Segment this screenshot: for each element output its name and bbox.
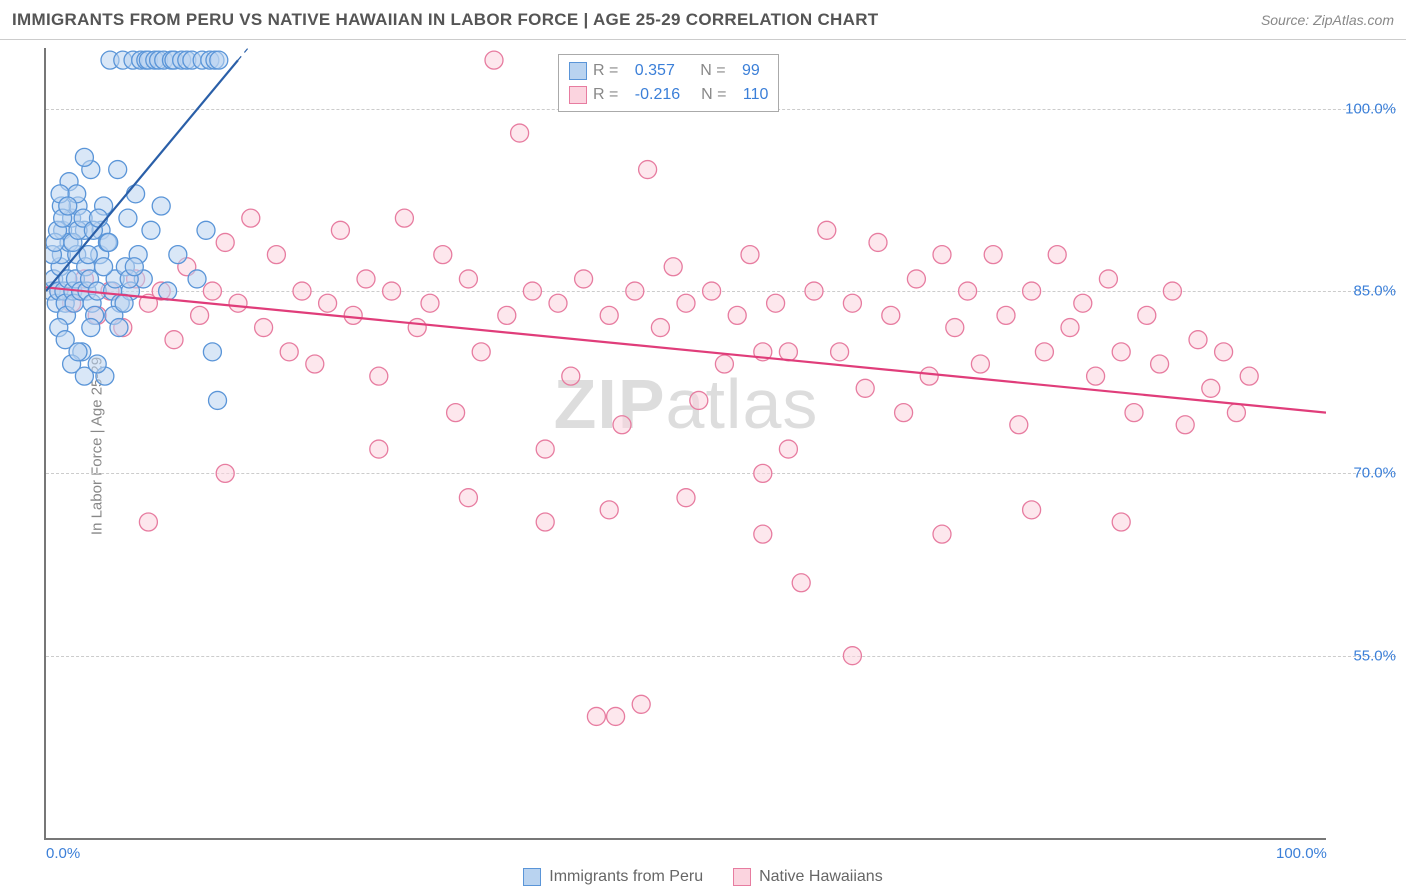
y-tick-label: 100.0% [1336,100,1396,117]
swatch-peru-icon [523,868,541,886]
source-attribution: Source: ZipAtlas.com [1261,12,1394,28]
plot-region: ZIPatlas R = 0.357 N = 99 R = -0.216 N =… [44,48,1326,840]
legend-row-hawaiian: R = -0.216 N = 110 [569,83,768,107]
legend-row-peru: R = 0.357 N = 99 [569,59,768,83]
legend-item-hawaiian: Native Hawaiians [733,868,883,886]
swatch-peru [569,62,587,80]
swatch-hawaiian-icon [733,868,751,886]
legend-item-peru: Immigrants from Peru [523,868,703,886]
scatter-svg [46,48,1326,838]
y-tick-label: 55.0% [1336,647,1396,664]
y-tick-label: 85.0% [1336,283,1396,300]
x-tick-label: 0.0% [46,845,80,862]
chart-title: IMMIGRANTS FROM PERU VS NATIVE HAWAIIAN … [12,10,878,30]
y-tick-label: 70.0% [1336,465,1396,482]
x-tick-label: 100.0% [1276,845,1327,862]
chart-area: In Labor Force | Age 25-29 ZIPatlas R = … [0,40,1406,852]
swatch-hawaiian [569,86,587,104]
correlation-legend: R = 0.357 N = 99 R = -0.216 N = 110 [558,54,779,112]
bottom-legend: Immigrants from Peru Native Hawaiians [0,868,1406,886]
title-bar: IMMIGRANTS FROM PERU VS NATIVE HAWAIIAN … [0,0,1406,40]
